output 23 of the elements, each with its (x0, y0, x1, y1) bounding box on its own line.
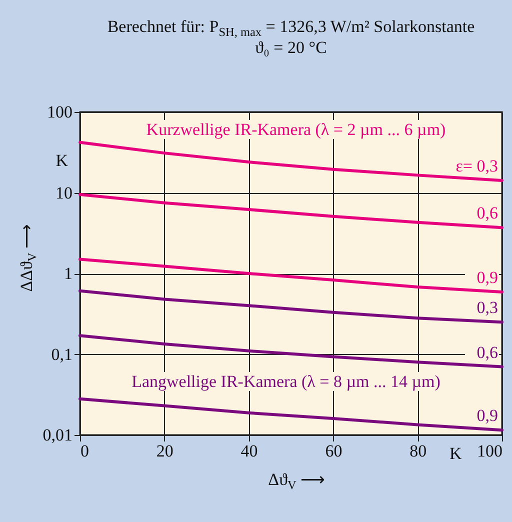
series-label: 0,3 (476, 298, 498, 318)
annotation: Langwellige IR-Kamera (λ = 8 µm ... 14 µm) (132, 372, 440, 391)
series-label: ε= 0,3 (456, 156, 498, 176)
x-tick-label: 60 (325, 442, 342, 460)
x-tick-label: 100 (477, 442, 502, 460)
y-axis-title: ΔΔϑV ⟶ (17, 224, 39, 292)
series-label: 0,9 (476, 268, 498, 288)
x-tick-label: 20 (156, 442, 174, 460)
chart-subtitle: ϑ₀ = 20 °C (255, 38, 327, 57)
y-tick-label: 100 (47, 102, 72, 122)
text: K (449, 444, 462, 463)
series-label: 0,9 (476, 406, 498, 426)
x-tick-label: 40 (240, 442, 258, 460)
series-label: 0,6 (476, 204, 498, 223)
y-tick-label: 1 (64, 264, 72, 283)
y-tick-label: 10 (56, 183, 72, 202)
y-tick-label: 0,01 (42, 426, 72, 444)
annotation: Kurzwellige IR-Kamera (λ = 2 µm ... 6 µm) (146, 120, 446, 139)
text: K (56, 151, 69, 170)
series-label: 0,6 (476, 342, 498, 362)
x-tick-label: 80 (410, 442, 427, 460)
y-tick-label: 0,1 (51, 344, 72, 364)
x-tick-label: 0 (80, 442, 89, 460)
